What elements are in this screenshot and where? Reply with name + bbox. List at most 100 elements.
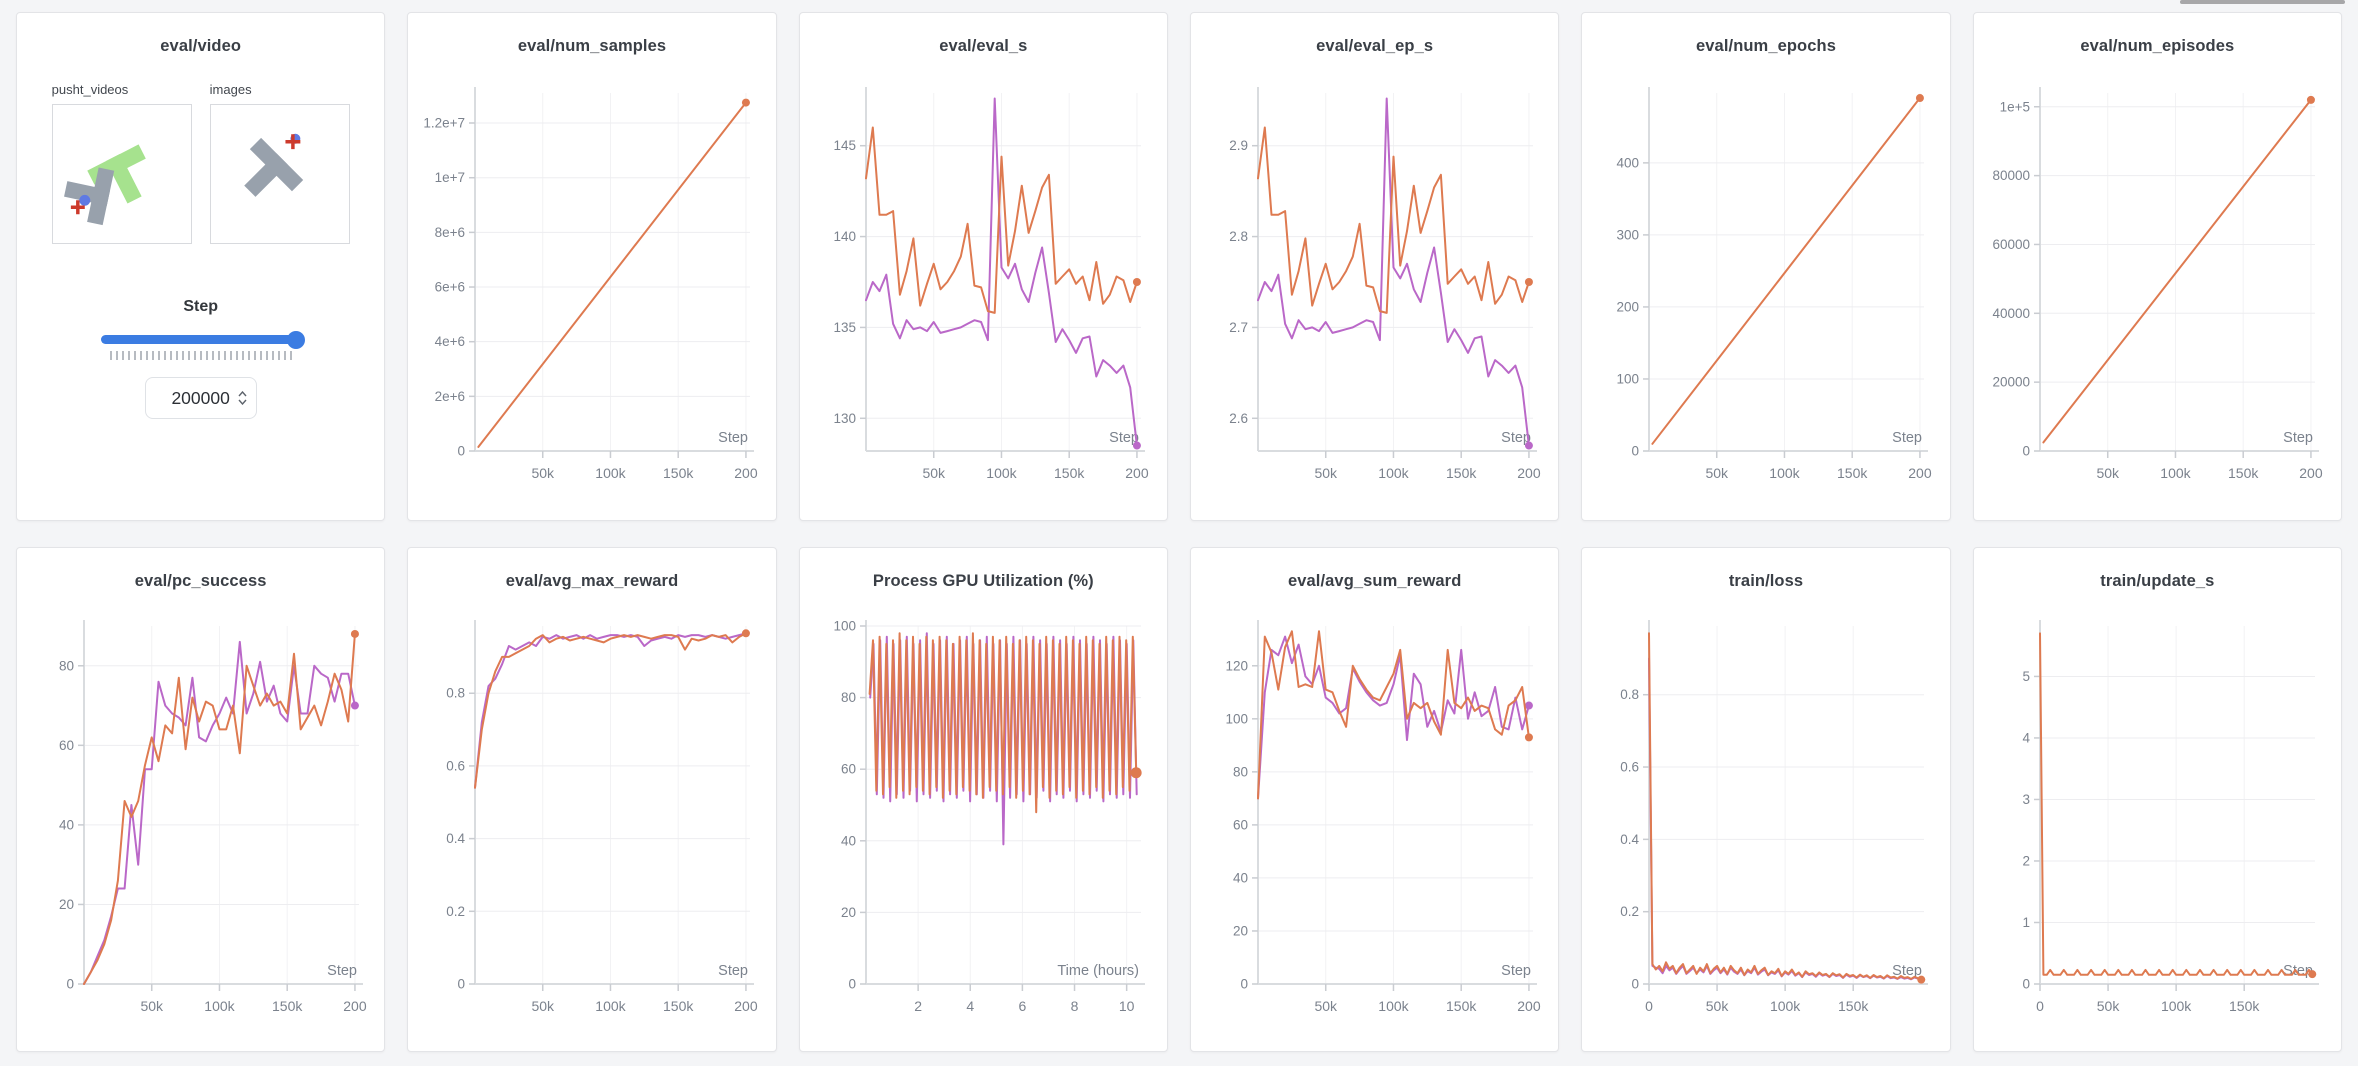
svg-text:0.6: 0.6 [1620,760,1639,775]
svg-text:150k: 150k [663,998,694,1014]
svg-text:2: 2 [2023,853,2031,868]
svg-text:50k: 50k [1705,465,1729,481]
line-chart[interactable]: 0 20 40 60 80 100 120 50k 100k 150k 200 Step [1191,597,1558,1051]
line-chart[interactable]: 0 0.2 0.4 0.6 0.8 50k 100k 150k 200 Step [408,597,775,1051]
svg-text:50k: 50k [531,465,555,481]
svg-text:100: 100 [834,619,857,634]
svg-text:0.4: 0.4 [446,831,465,846]
svg-text:80000: 80000 [1993,168,2031,183]
svg-text:0.2: 0.2 [1620,904,1639,919]
svg-text:0.6: 0.6 [446,758,465,773]
line-chart[interactable]: 0 20 40 60 80 100 2 4 6 8 10 Time (hours) [800,597,1167,1051]
svg-text:50k: 50k [923,465,947,481]
svg-text:1.2e+7: 1.2e+7 [423,116,465,131]
svg-text:40: 40 [59,817,74,832]
svg-text:0: 0 [2036,998,2044,1014]
svg-text:200: 200 [1908,465,1932,481]
svg-text:8e+6: 8e+6 [435,225,465,240]
svg-text:Step: Step [1109,430,1139,446]
svg-text:130: 130 [834,411,857,426]
svg-text:150k: 150k [1054,465,1085,481]
media-item-images: images [209,82,350,244]
line-chart[interactable]: 0 1 2 3 4 5 0 50k 100k 150k Step [1974,597,2341,1051]
step-slider-thumb[interactable] [286,330,305,349]
svg-text:Step: Step [1501,430,1531,446]
line-chart[interactable]: 0 100 200 300 400 50k 100k 150k 200 Step [1582,62,1949,520]
svg-text:400: 400 [1616,155,1639,170]
svg-text:200: 200 [734,465,758,481]
step-slider[interactable] [100,330,305,349]
svg-text:150k: 150k [2229,998,2260,1014]
line-chart[interactable]: 130 135 140 145 50k 100k 150k 200 Step [800,62,1167,520]
svg-text:0: 0 [1645,998,1653,1014]
svg-text:2.8: 2.8 [1229,229,1248,244]
svg-text:Time (hours): Time (hours) [1058,963,1140,979]
panel-train-loss: train/loss 0 0.2 0.4 0.6 0.8 0 50k 100k 150k Step [1581,547,1951,1052]
svg-text:10: 10 [1119,998,1135,1014]
svg-text:150k: 150k [272,998,303,1014]
svg-text:80: 80 [59,658,74,673]
panel-title: eval/num_episodes [2080,37,2235,55]
step-input-spinner[interactable] [238,391,247,405]
svg-text:145: 145 [834,138,857,153]
svg-text:20: 20 [841,905,856,920]
svg-text:20: 20 [1233,923,1248,938]
svg-text:150k: 150k [1838,998,1869,1014]
svg-text:150k: 150k [663,465,694,481]
line-chart[interactable]: 0 2e+6 4e+6 6e+6 8e+6 1e+7 1.2e+7 50k 100k 150k 20… [408,62,775,520]
svg-text:1e+7: 1e+7 [435,170,465,185]
svg-text:50k: 50k [1314,998,1338,1014]
step-input-box [144,377,257,419]
svg-text:100k: 100k [595,998,626,1014]
images-thumbnail[interactable] [209,104,350,244]
svg-text:20: 20 [59,897,74,912]
panel-eval-eval-s: eval/eval_s 130 135 140 145 50k 100k 150k 200 St… [798,12,1168,521]
svg-text:60: 60 [1233,817,1248,832]
svg-text:Step: Step [1892,430,1922,446]
svg-text:60000: 60000 [1993,237,2031,252]
svg-text:0.4: 0.4 [1620,832,1639,847]
panel-title: eval/eval_ep_s [1316,37,1434,55]
svg-text:Step: Step [2283,430,2313,446]
svg-text:Step: Step [718,430,748,446]
step-input[interactable] [161,387,240,409]
svg-text:60: 60 [841,762,856,777]
svg-text:200: 200 [343,998,367,1014]
svg-text:135: 135 [834,320,857,335]
panel-eval-eval-ep-s: eval/eval_ep_s 2.6 2.7 2.8 2.9 50k 100k 150k 20… [1190,12,1560,521]
svg-text:0.8: 0.8 [1620,687,1639,702]
svg-text:2e+6: 2e+6 [435,389,465,404]
svg-text:100k: 100k [1770,998,1801,1014]
svg-text:50k: 50k [140,998,164,1014]
pusht-videos-thumbnail[interactable] [51,104,192,244]
panel-title: eval/num_epochs [1696,37,1836,55]
svg-text:6: 6 [1019,998,1027,1014]
line-chart[interactable]: 0 20 40 60 80 50k 100k 150k 200 Step [17,597,384,1051]
svg-text:100: 100 [1616,371,1639,386]
line-chart[interactable]: 0 0.2 0.4 0.6 0.8 0 50k 100k 150k Step [1582,597,1949,1051]
panel-title: Process GPU Utilization (%) [872,572,1094,590]
panel-eval-pc-success: eval/pc_success 0 20 40 60 80 50k 100k 150k 200 S… [16,547,386,1052]
panel-grid: eval/video pusht_videos [16,12,2342,1052]
step-slider-block: Step [17,298,384,419]
panel-gpu-utilization: Process GPU Utilization (%) 0 20 40 60 80 100… [798,547,1168,1052]
svg-text:200: 200 [1126,465,1150,481]
panel-eval-num-episodes: eval/num_episodes 0 20000 40000 60000 80000 1… [1972,12,2342,521]
svg-text:4: 4 [2023,730,2031,745]
svg-text:2.6: 2.6 [1229,411,1248,426]
line-chart[interactable]: 2.6 2.7 2.8 2.9 50k 100k 150k 200 Step [1191,62,1558,520]
pusht-videos-preview [63,144,146,226]
chevron-up-icon [238,391,247,397]
svg-text:100k: 100k [1769,465,1800,481]
panel-eval-avg-max-reward: eval/avg_max_reward 0 0.2 0.4 0.6 0.8 50k 100k… [407,547,777,1052]
horizontal-scrollbar-thumb[interactable] [2180,0,2345,4]
svg-text:100k: 100k [987,465,1018,481]
svg-text:100k: 100k [595,465,626,481]
svg-text:Step: Step [718,963,748,979]
line-chart[interactable]: 0 20000 40000 60000 80000 1e+5 50k 100k 150k 200 S… [1974,62,2341,520]
svg-text:8: 8 [1071,998,1079,1014]
svg-text:0.2: 0.2 [446,904,465,919]
media-item-pusht-videos: pusht_videos [51,82,192,244]
panel-title: train/loss [1728,572,1804,590]
svg-text:120: 120 [1225,658,1248,673]
